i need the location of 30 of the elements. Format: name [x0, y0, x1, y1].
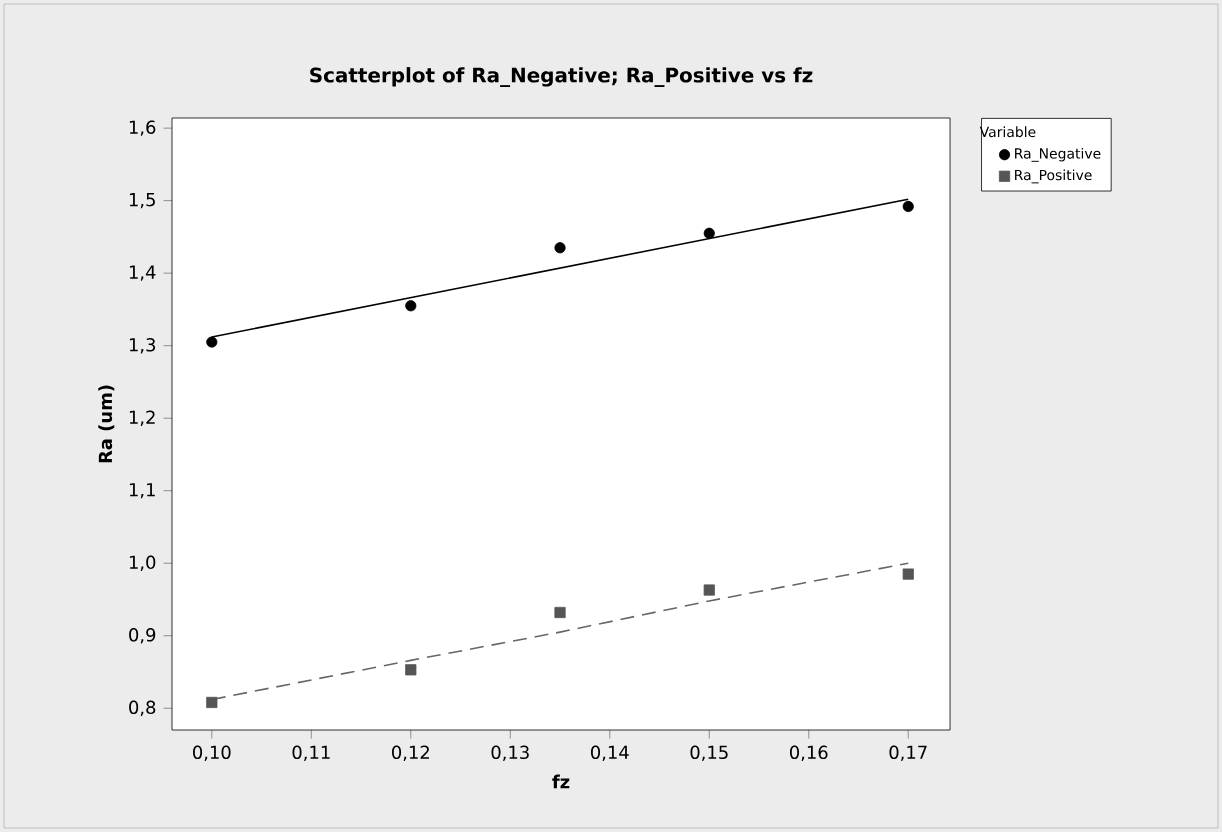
y-tick-label: 0,9: [129, 628, 156, 644]
y-tick-label: 1,6: [129, 120, 156, 136]
point: [554, 606, 566, 619]
y-tick-label: 1,5: [129, 193, 155, 209]
y-tick-label: 1,1: [129, 483, 155, 499]
x-tick-label: 0,17: [889, 745, 927, 761]
point: [902, 568, 914, 580]
point: [703, 584, 715, 596]
x-tick-label: 0,16: [789, 745, 828, 761]
x-tick-label: 0,12: [392, 745, 429, 761]
x-axis-title: fz: [552, 774, 570, 789]
x-tick-label: 0,11: [292, 745, 330, 761]
chart-title: Scatterplot of Ra_Negative; Ra_Positive vs fz: [310, 67, 813, 87]
y-tick-label: 1,4: [129, 265, 156, 281]
x-tick-label: 0,14: [591, 745, 629, 761]
point: [405, 300, 417, 312]
y-axis-title: Ra (um): [98, 385, 115, 463]
x-tick-label: 0,10: [193, 745, 231, 761]
x-tick-label: 0,15: [690, 745, 728, 761]
y-tick-label: 1,3: [129, 337, 156, 354]
point: [703, 227, 715, 239]
point: [206, 336, 218, 348]
y-tick-label: 0,8: [129, 700, 156, 716]
point: [206, 696, 218, 709]
y-tick-label: 1,2: [129, 410, 155, 426]
point: [405, 664, 417, 676]
x-tick-label: 0,13: [491, 745, 529, 761]
point: [554, 242, 566, 254]
y-tick-label: 1,0: [129, 555, 156, 571]
point: [902, 200, 914, 213]
